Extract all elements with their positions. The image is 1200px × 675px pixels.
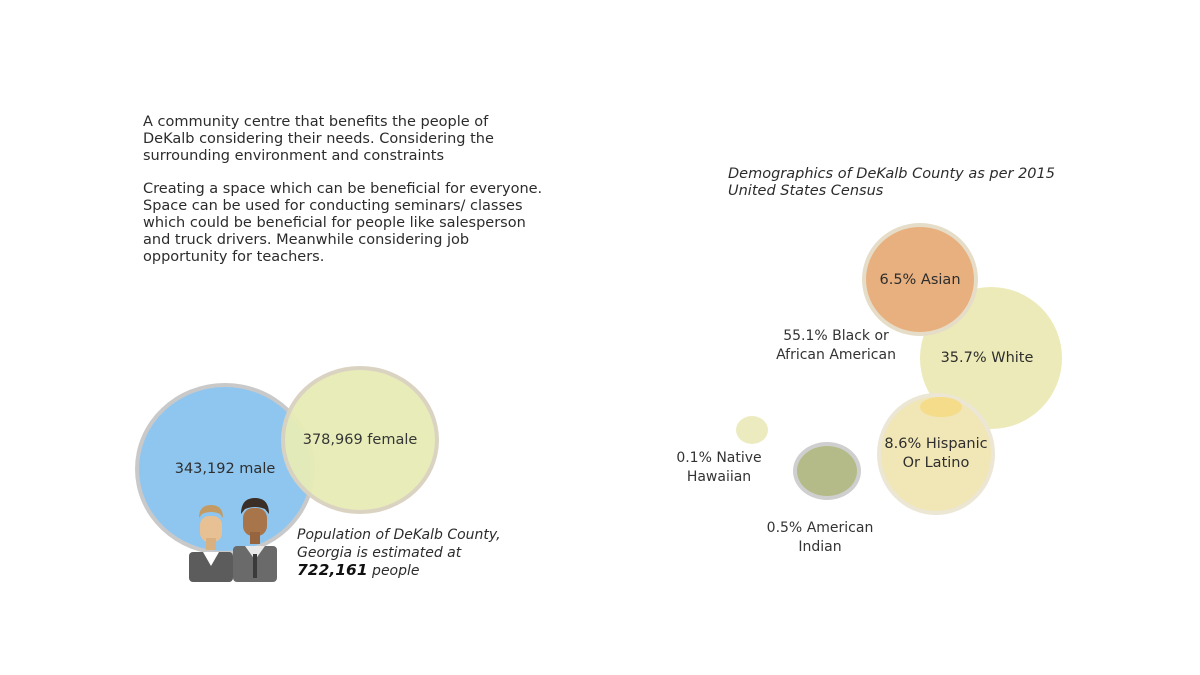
- intro-paragraph-1: A community centre that benefits the peo…: [143, 114, 494, 164]
- black-label-line-2: African American: [776, 347, 896, 363]
- intro-text: A community centre that benefits the peo…: [143, 114, 543, 282]
- caption-line-3: 722,161 people: [297, 561, 537, 581]
- native-label-line-1: 0.1% Native: [676, 450, 762, 466]
- asian-bubble: 6.5% Asian: [862, 223, 978, 336]
- demographics-title: Demographics of DeKalb County as per 201…: [728, 166, 1055, 199]
- native-label-line-2: Hawaiian: [686, 469, 752, 485]
- female-bubble: 378,969 female: [281, 366, 439, 514]
- american-indian-label: 0.5% American Indian: [752, 519, 888, 557]
- population-caption: Population of DeKalb County, Georgia is …: [297, 527, 537, 581]
- male-bubble: 343,192 male: [135, 383, 315, 555]
- asian-label: 6.5% Asian: [879, 271, 961, 288]
- white-label: 35.7% White: [940, 350, 1034, 366]
- black-label-line-1: 55.1% Black or: [783, 328, 889, 344]
- hispanic-label-line-1: 8.6% Hispanic: [884, 436, 988, 452]
- people-icon: [189, 498, 277, 582]
- native-hawaiian-label: 0.1% Native Hawaiian: [664, 449, 774, 487]
- population-total: 722,161: [297, 561, 368, 579]
- hispanic-label-line-2: Or Latino: [902, 455, 970, 471]
- hispanic-label: 8.6% Hispanic Or Latino: [884, 435, 987, 473]
- american-indian-bubble: [793, 442, 861, 500]
- female-label: 378,969 female: [302, 432, 418, 448]
- caption-line-1: Population of DeKalb County,: [297, 527, 501, 543]
- intro-paragraph-2: Creating a space which can be beneficial…: [143, 181, 543, 265]
- black-label: 55.1% Black or African American: [764, 327, 908, 365]
- hispanic-highlight: [920, 397, 962, 417]
- indian-label-line-1: 0.5% American: [766, 520, 874, 536]
- caption-line-2: Georgia is estimated at: [297, 544, 462, 561]
- native-hawaiian-bubble: [736, 416, 768, 444]
- population-suffix: people: [367, 563, 420, 579]
- indian-label-line-2: Indian: [798, 539, 842, 555]
- male-label: 343,192 male: [174, 461, 276, 477]
